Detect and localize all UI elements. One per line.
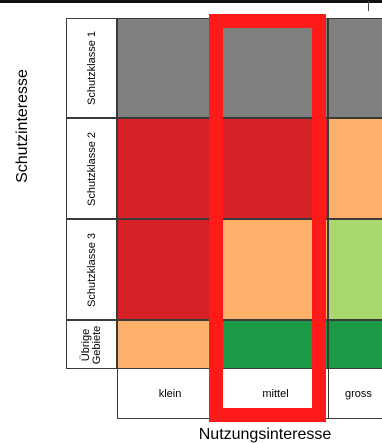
cell-sk2-gross [328, 118, 382, 219]
cell-uebrige-klein [117, 320, 222, 369]
column-label-gross: gross [328, 369, 382, 419]
row-header-schutzklasse-1: Schutzklasse 1 [66, 18, 117, 118]
cell-sk1-gross [328, 18, 382, 118]
row-label: Übrige Gebiete [81, 325, 103, 365]
cell-uebrige-gross [328, 320, 382, 369]
row-label: Schutzklasse 2 [86, 132, 98, 206]
x-axis-title: Nutzungsinteresse [150, 426, 380, 444]
row-label: Schutzklasse 3 [86, 233, 98, 307]
row-header-schutzklasse-3: Schutzklasse 3 [66, 219, 117, 320]
cell-sk1-klein [117, 18, 222, 118]
cell-sk3-gross [328, 219, 382, 320]
top-border-line [0, 0, 382, 3]
row-header-uebrige-gebiete: Übrige Gebiete [66, 320, 117, 369]
highlight-box-mittel-column [209, 14, 326, 422]
cell-sk2-klein [117, 118, 222, 219]
row-header-schutzklasse-2: Schutzklasse 2 [66, 118, 117, 219]
y-axis-title: Schutzinteresse [14, 51, 36, 201]
row-label: Schutzklasse 1 [86, 31, 98, 105]
column-label-klein: klein [117, 369, 222, 419]
cell-sk3-klein [117, 219, 222, 320]
top-border-tick [368, 1, 369, 11]
